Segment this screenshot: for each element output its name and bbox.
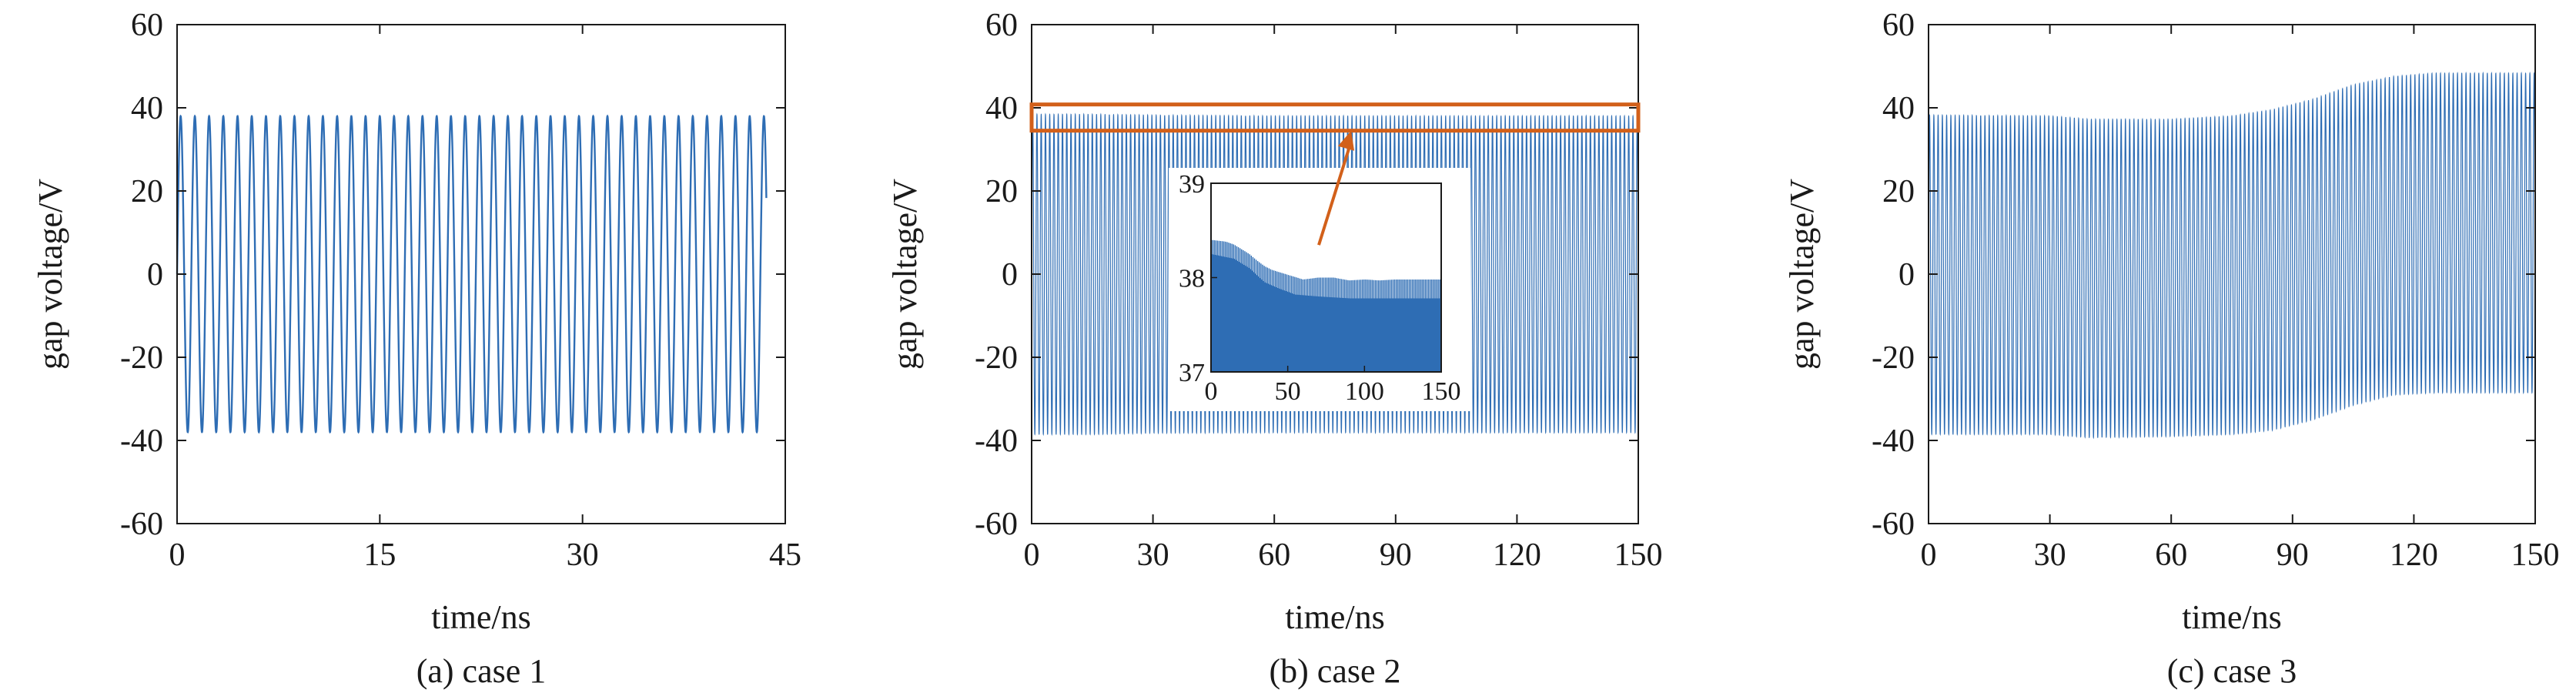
y-tick-label: -60: [120, 507, 163, 542]
highlight-box: [1029, 102, 1641, 133]
y-tick-label: -40: [975, 424, 1018, 459]
y-axis-label: gap voltage/V: [32, 179, 69, 370]
y-tick-label: 60: [1882, 8, 1915, 43]
y-tick-label: -40: [120, 424, 163, 459]
x-axis-label: time/ns: [431, 598, 531, 636]
inset-x-tick-label: 100: [1345, 377, 1384, 406]
x-tick-label: 0: [1024, 537, 1040, 573]
y-tick-label: 60: [985, 8, 1018, 43]
y-tick-label: -20: [1872, 340, 1915, 376]
chart-panel-a: -60 -40 -20 0 20 40 60 0 15 30 45 time/ns gap voltag…: [32, 8, 801, 690]
x-tick-label: 0: [1921, 537, 1937, 573]
x-axis-label: time/ns: [2182, 598, 2282, 636]
y-tick-label: 20: [1882, 174, 1915, 209]
y-tick-label: 20: [131, 174, 163, 209]
x-tick-label: 30: [2034, 537, 2066, 573]
y-tick-label: 40: [1882, 91, 1915, 126]
chart-panel-c: -60 -40 -20 0 20 40 60 0 30 60 90 120 150 time/ns gap …: [1783, 8, 2560, 690]
panel-caption: (b) case 2: [1269, 652, 1400, 690]
arrow-shaft: [1317, 141, 1353, 246]
y-tick-label: 0: [1002, 257, 1018, 293]
chart-panel-b: -60 -40 -20 0 20 40 60 0 30 60 90 120 150 time/ns gap …: [886, 8, 1663, 690]
x-tick-label: 150: [2511, 537, 2560, 573]
x-tick-label: 30: [1137, 537, 1169, 573]
plot-frame: [176, 24, 786, 524]
signal-trace-c: [1928, 71, 2536, 440]
inset-y-tick-label: 38: [1179, 265, 1205, 293]
x-tick-label: 90: [2277, 537, 2309, 573]
x-tick-label: 0: [169, 537, 186, 573]
inset-x-tick-label: 50: [1275, 377, 1301, 406]
panel-caption: (a) case 1: [417, 652, 547, 690]
y-tick-label: -60: [975, 507, 1018, 542]
x-tick-label: 15: [363, 537, 396, 573]
inset-x-tick-label: 150: [1422, 377, 1461, 406]
y-tick-label: -20: [120, 340, 163, 376]
inset-x-tick-label: 0: [1205, 377, 1218, 406]
x-axis-label: time/ns: [1285, 598, 1385, 636]
y-tick-label: -60: [1872, 507, 1915, 542]
x-tick-label: 150: [1614, 537, 1663, 573]
y-tick-label: -40: [1872, 424, 1915, 459]
y-tick-label: 40: [131, 91, 163, 126]
x-tick-label: 60: [1258, 537, 1290, 573]
x-tick-label: 45: [769, 537, 801, 573]
y-axis-label: gap voltage/V: [886, 179, 924, 370]
x-tick-label: 90: [1380, 537, 1412, 573]
inset-y-tick-label: 37: [1179, 359, 1205, 387]
x-tick-label: 120: [1493, 537, 1541, 573]
x-tick-label: 60: [2155, 537, 2187, 573]
signal-trace-a: [176, 114, 768, 434]
y-tick-label: 40: [985, 91, 1018, 126]
signal-trace-b: [1031, 112, 1639, 437]
y-tick-label: -20: [975, 340, 1018, 376]
y-tick-label: 0: [1899, 257, 1915, 293]
arrow-head: [1337, 130, 1355, 151]
x-tick-label: 120: [2390, 537, 2438, 573]
panel-caption: (c) case 3: [2167, 652, 2297, 690]
y-axis-label: gap voltage/V: [1783, 179, 1821, 370]
inset-y-tick-label: 39: [1179, 170, 1205, 199]
y-tick-label: 60: [131, 8, 163, 43]
x-tick-label: 30: [567, 537, 599, 573]
y-tick-label: 0: [147, 257, 163, 293]
y-tick-label: 20: [985, 174, 1018, 209]
